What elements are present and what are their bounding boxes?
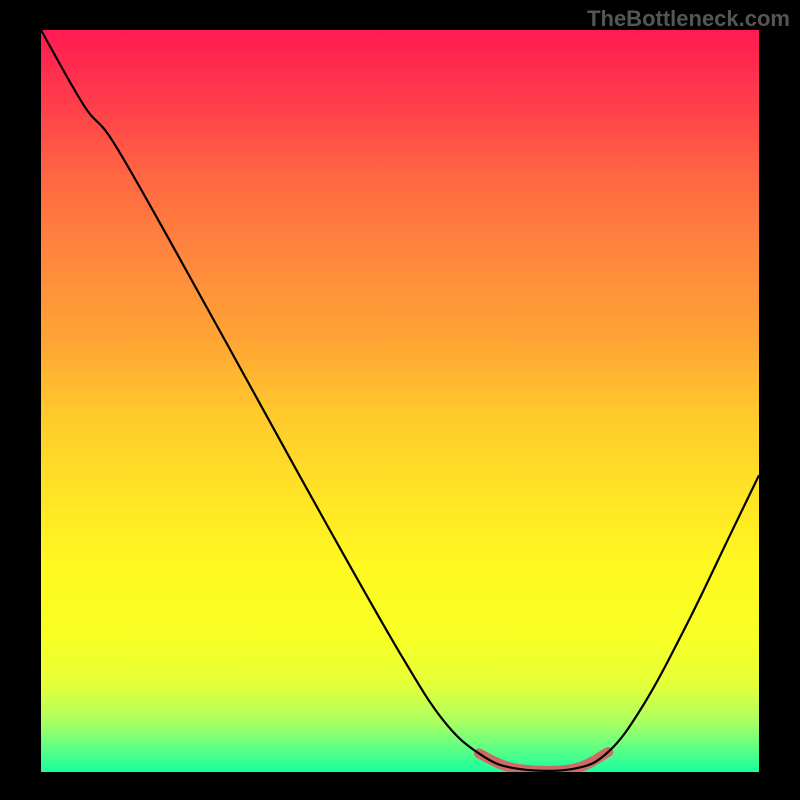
- watermark-text: TheBottleneck.com: [587, 6, 790, 32]
- curve-layer: [41, 30, 759, 772]
- highlight-segment: [479, 752, 608, 771]
- main-curve: [41, 30, 759, 771]
- chart-container: [41, 30, 759, 772]
